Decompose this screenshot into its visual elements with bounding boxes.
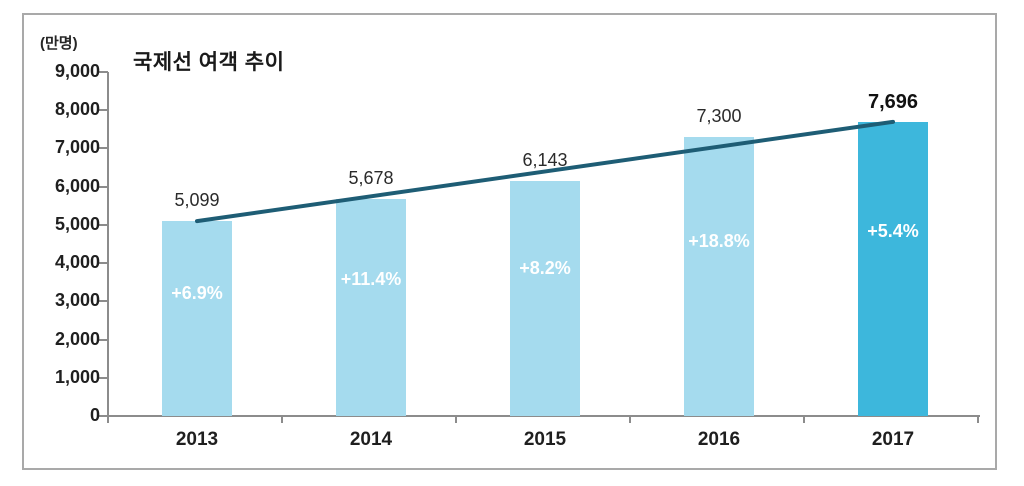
y-tick-8,000: [99, 109, 108, 112]
bar-value-label-2016: 7,300: [696, 105, 742, 126]
x-axis-label-2015: 2015: [523, 429, 567, 450]
y-tick-label-4,000: 4,000: [54, 252, 100, 273]
y-axis-unit-label: (만명): [40, 35, 78, 52]
y-tick-1,000: [99, 376, 108, 379]
x-tick-4: [803, 416, 805, 423]
growth-label-2017: +5.4%: [867, 221, 919, 242]
x-axis-line: [107, 415, 980, 417]
y-tick-6,000: [99, 185, 108, 188]
growth-label-2013: +6.9%: [171, 283, 223, 304]
bar-value-label-2015: 6,143: [522, 150, 568, 171]
y-tick-0: [99, 415, 108, 417]
y-tick-label-9,000: 9,000: [54, 61, 100, 81]
y-tick-label-2,000: 2,000: [54, 328, 100, 349]
y-tick-label-0: 0: [89, 405, 100, 425]
y-tick-3,000: [99, 300, 108, 303]
x-axis-label-2016: 2016: [697, 429, 741, 450]
bar-2014: [336, 198, 406, 416]
bar-2016: [684, 136, 754, 416]
growth-label-2015: +8.2%: [519, 258, 571, 279]
y-tick-label-6,000: 6,000: [54, 175, 100, 196]
y-axis-line: [107, 72, 109, 423]
x-tick-5: [977, 416, 979, 423]
y-tick-4,000: [99, 262, 108, 265]
x-tick-3: [629, 416, 631, 423]
y-tick-5,000: [99, 223, 108, 226]
y-tick-2,000: [99, 338, 108, 341]
bar-2017: [858, 121, 928, 416]
chart-title: 국제선 여객 추이: [133, 51, 285, 74]
y-tick-9,000: [99, 71, 108, 73]
x-axis-label-2017: 2017: [871, 429, 915, 450]
x-axis-label-2013: 2013: [175, 429, 219, 450]
y-tick-label-3,000: 3,000: [54, 290, 100, 311]
growth-label-2014: +11.4%: [340, 269, 402, 290]
y-tick-label-1,000: 1,000: [54, 366, 100, 387]
bar-2013: [162, 221, 232, 416]
x-tick-1: [281, 416, 283, 423]
y-tick-7,000: [99, 147, 108, 150]
y-tick-label-5,000: 5,000: [54, 213, 100, 234]
y-tick-label-7,000: 7,000: [54, 137, 100, 158]
bar-value-label-2013: 5,099: [174, 190, 220, 211]
x-tick-2: [455, 416, 457, 423]
bar-value-label-2014: 5,678: [348, 167, 394, 188]
y-tick-label-8,000: 8,000: [54, 99, 100, 120]
bar-2015: [510, 181, 580, 416]
bar-value-label-2017: 7,696: [867, 90, 919, 113]
growth-label-2016: +18.8%: [688, 230, 750, 251]
x-axis-label-2014: 2014: [349, 429, 393, 450]
